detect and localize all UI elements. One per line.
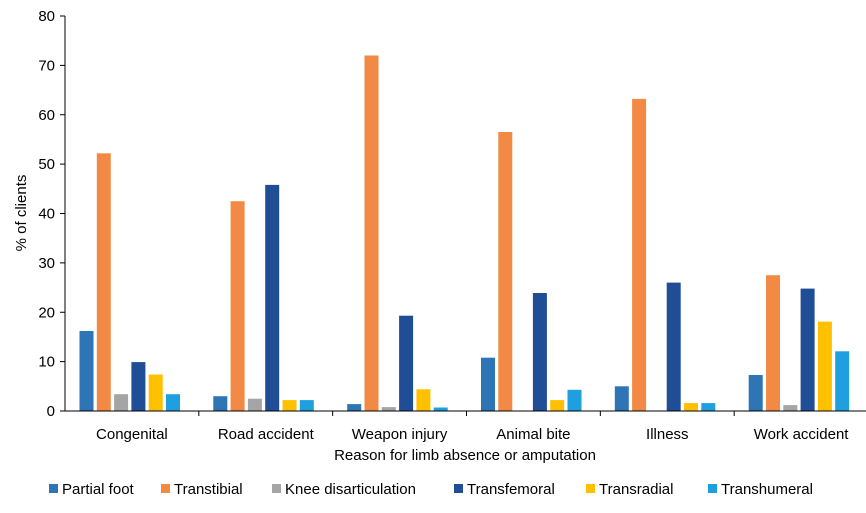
y-tick-label: 50 [38, 156, 55, 173]
bar [666, 282, 681, 411]
bar [131, 362, 146, 411]
legend-label: Transradial [599, 481, 673, 498]
bar [766, 275, 780, 411]
bar [817, 321, 832, 411]
legend: Partial foot Transtibial Knee disarticulat… [49, 481, 813, 498]
y-tick-label: 60 [38, 107, 55, 124]
bar [347, 404, 362, 411]
bar [632, 98, 647, 412]
bar [550, 400, 565, 411]
bar [800, 288, 815, 411]
x-tick-label: Weapon injury [352, 426, 448, 443]
legend-label: Transtibial [174, 481, 243, 498]
legend-label: Knee disarticulation [285, 481, 416, 498]
legend-label: Partial foot [62, 481, 135, 498]
bar [835, 351, 850, 411]
x-tick-label: Congenital [96, 426, 168, 443]
legend-swatch [272, 484, 281, 493]
bar [148, 374, 163, 411]
bar [567, 389, 582, 411]
x-axis: Congenital Road accident Weapon injury Anim… [65, 410, 866, 443]
legend-label: Transhumeral [721, 481, 813, 498]
y-tick-label: 10 [38, 354, 55, 371]
bar [247, 398, 262, 411]
bar [364, 55, 379, 411]
bar [532, 293, 547, 411]
bar [416, 389, 431, 411]
y-tick-label: 0 [47, 403, 55, 420]
x-tick-label: Illness [646, 426, 689, 443]
bar [399, 315, 414, 411]
bar [265, 184, 280, 411]
legend-swatch [161, 484, 170, 493]
legend-label: Transfemoral [467, 481, 555, 498]
x-tick-label: Road accident [218, 426, 315, 443]
bar [481, 357, 495, 411]
bar [701, 403, 716, 411]
y-axis: 0 10 20 30 40 50 60 70 80 [38, 8, 66, 420]
bar [783, 405, 798, 411]
bar [748, 375, 763, 411]
legend-swatch [49, 484, 58, 493]
bar [684, 403, 698, 411]
bar [282, 400, 297, 411]
bar [299, 400, 314, 411]
bar [96, 153, 111, 412]
bar [230, 201, 245, 411]
bar [381, 407, 396, 411]
bar [114, 394, 129, 411]
y-tick-label: 70 [38, 57, 55, 74]
legend-swatch [708, 484, 717, 493]
bar [614, 386, 629, 411]
bar [213, 396, 228, 411]
x-tick-label: Animal bite [496, 426, 570, 443]
y-tick-label: 80 [38, 8, 55, 25]
x-tick-label: Work accident [754, 426, 850, 443]
y-tick-label: 40 [38, 206, 55, 223]
y-axis-title: % of clients [13, 175, 30, 252]
legend-swatch [454, 484, 463, 493]
bar [433, 407, 448, 411]
bar [79, 331, 94, 411]
bar [166, 394, 180, 411]
bar [498, 132, 513, 411]
bars-group [79, 55, 850, 412]
y-tick-label: 30 [38, 255, 55, 272]
legend-swatch [586, 484, 595, 493]
x-axis-title: Reason for limb absence or amputation [334, 447, 596, 464]
y-tick-label: 20 [38, 304, 55, 321]
